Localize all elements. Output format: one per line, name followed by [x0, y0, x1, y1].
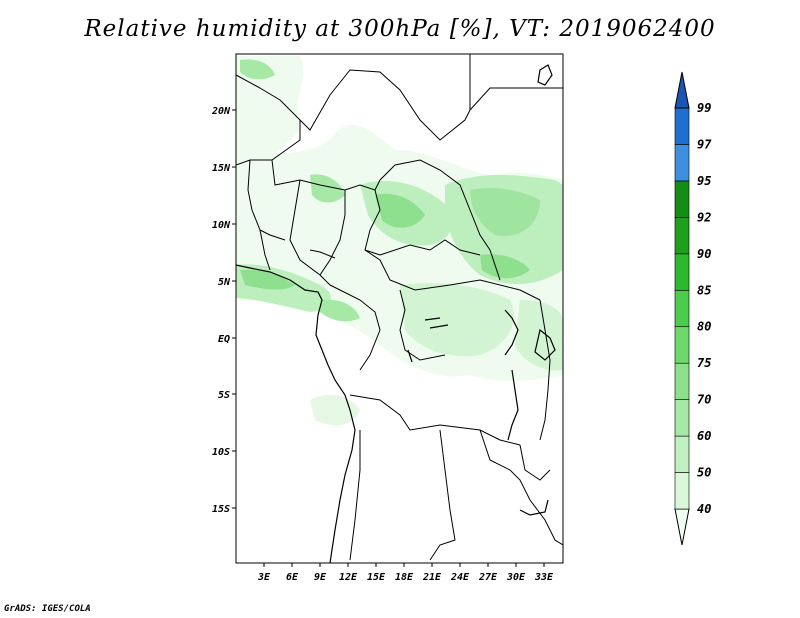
- lat-tick-label: 15N: [212, 163, 231, 174]
- lat-tick-5s: 5S: [218, 390, 236, 401]
- lon-tick-label: 9E: [314, 572, 327, 583]
- lat-tick-15s: 15S: [212, 504, 236, 515]
- lon-tick-12e: 12E: [339, 563, 358, 583]
- colorbar-level-label: 92: [697, 210, 711, 224]
- lat-tick-label: 5N: [218, 277, 231, 288]
- colorbar: 40 50 60 70 75 80 85 90 92 95 97 99: [674, 71, 712, 546]
- colorbar-level-label: 85: [697, 283, 711, 297]
- lon-tick-24e: 24E: [450, 563, 470, 583]
- lon-tick-27e: 27E: [478, 563, 498, 583]
- lon-tick-9e: 9E: [314, 563, 327, 583]
- lon-tick-label: 18E: [395, 572, 414, 583]
- humidity-core-north: [240, 59, 275, 80]
- humidity-core-gabon: [320, 299, 360, 322]
- lon-tick-label: 24E: [450, 572, 470, 583]
- colorbar-bin: [674, 180, 690, 218]
- lat-tick-label: 10N: [212, 220, 231, 231]
- colorbar-level-label: 70: [697, 393, 711, 407]
- lat-tick-label: EQ: [218, 334, 230, 345]
- lat-tick-label: 5S: [218, 390, 230, 401]
- colorbar-bin: [674, 144, 690, 182]
- lat-tick-10n: 10N: [212, 220, 236, 231]
- colorbar-bin: [674, 217, 690, 255]
- lon-tick-label: 3E: [257, 572, 271, 583]
- colorbar-level-label: 80: [697, 320, 711, 334]
- colorbar-bin: [674, 289, 690, 328]
- lat-tick-label: 20N: [211, 106, 231, 117]
- colorbar-level-label: 97: [697, 137, 712, 151]
- colorbar-bin: [674, 253, 690, 291]
- lon-tick-label: 6E: [286, 572, 299, 583]
- colorbar-bin: [674, 71, 690, 109]
- humidity-region-equator: [400, 283, 514, 357]
- colorbar-level-label: 90: [697, 247, 711, 261]
- grads-credit: GrADS: IGES/COLA: [4, 604, 91, 614]
- humidity-core-west: [240, 269, 295, 290]
- lat-axis: 20N 15N 10N 5N EQ 5S 10S 15S: [211, 106, 236, 515]
- humidity-core-east2: [480, 254, 530, 279]
- colorbar-bin: [674, 508, 690, 546]
- colorbar-bin: [674, 435, 690, 473]
- colorbar-level-label: 99: [697, 101, 711, 115]
- coastlines: [236, 64, 556, 563]
- humidity-core-central: [375, 193, 425, 228]
- lon-tick-label: 21E: [422, 572, 442, 583]
- lon-tick-3e: 3E: [257, 563, 271, 583]
- country-borders: [236, 54, 563, 561]
- lat-tick-eq: EQ: [218, 334, 236, 345]
- colorbar-level-label: 75: [697, 356, 711, 370]
- lon-tick-33e: 33E: [534, 563, 554, 583]
- lat-tick-20n: 20N: [211, 106, 236, 117]
- colorbar-bin: [674, 472, 690, 510]
- map-frame: [235, 53, 564, 564]
- lon-tick-label: 12E: [339, 572, 358, 583]
- colorbar-level-label: 50: [697, 466, 711, 480]
- colorbar-bin: [674, 107, 690, 145]
- lat-tick-10s: 10S: [212, 447, 236, 458]
- humidity-core-east: [470, 188, 540, 236]
- colorbar-bin: [674, 362, 690, 400]
- lat-tick-15n: 15N: [212, 163, 236, 174]
- colorbar-bin: [674, 399, 690, 437]
- lon-tick-label: 27E: [478, 572, 498, 583]
- lon-tick-6e: 6E: [286, 563, 299, 583]
- lon-tick-label: 33E: [534, 572, 554, 583]
- lon-tick-18e: 18E: [395, 563, 414, 583]
- lon-tick-21e: 21E: [422, 563, 442, 583]
- map-title: Relative humidity at 300hPa [%], VT: 201…: [84, 16, 716, 42]
- humidity-core-nigeria: [310, 174, 345, 203]
- humidity-field: [236, 56, 563, 426]
- humidity-region-north: [236, 56, 303, 175]
- lat-tick-label: 15S: [212, 504, 230, 515]
- lon-tick-30e: 30E: [506, 563, 526, 583]
- colorbar-bin: [674, 326, 690, 364]
- colorbar-level-label: 95: [697, 174, 711, 188]
- lon-axis: 3E 6E 9E 12E 15E 18E 21E 24E 27E 30E 33E: [257, 563, 554, 583]
- map-panel: [235, 53, 564, 564]
- lon-tick-15e: 15E: [367, 563, 386, 583]
- lon-tick-label: 15E: [367, 572, 386, 583]
- lat-tick-5n: 5N: [218, 277, 236, 288]
- colorbar-level-label: 40: [697, 502, 711, 516]
- lat-tick-label: 10S: [212, 447, 230, 458]
- lon-tick-label: 30E: [506, 572, 526, 583]
- colorbar-level-label: 60: [697, 429, 711, 443]
